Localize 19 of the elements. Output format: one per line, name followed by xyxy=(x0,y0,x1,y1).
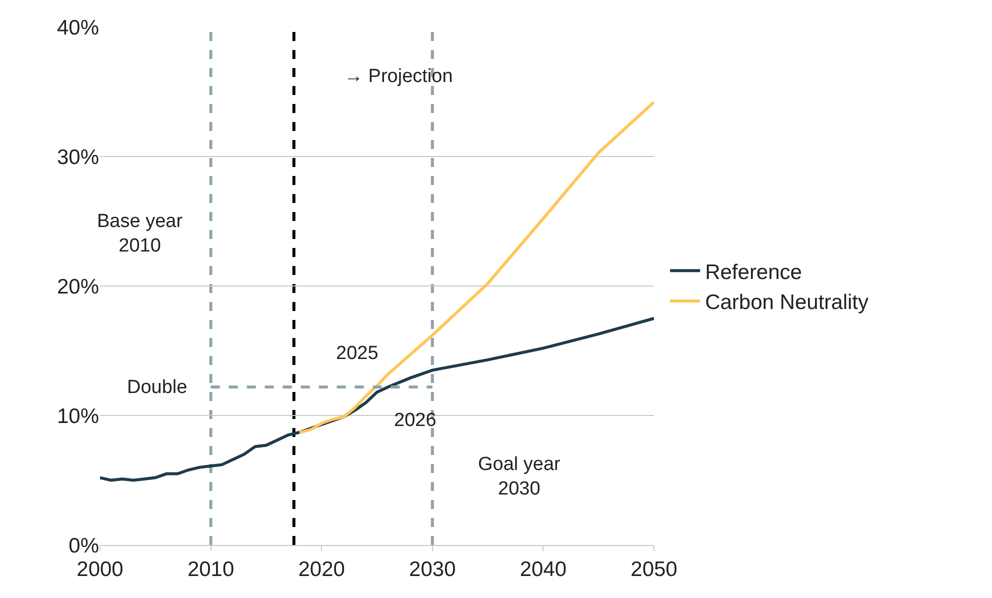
annotation: Base year 2010 xyxy=(97,211,184,257)
annotation: Double xyxy=(127,377,188,398)
annotation: 2026 xyxy=(394,410,436,431)
y-tick-label: 40% xyxy=(56,16,99,40)
x-tick-label: 2020 xyxy=(298,558,345,582)
legend-label: Reference xyxy=(705,260,802,284)
x-tick-label: 2030 xyxy=(409,558,456,582)
x-tick-label: 2010 xyxy=(187,558,234,582)
x-tick-label: 2040 xyxy=(520,558,567,582)
annotation: → Projection xyxy=(344,66,453,87)
annotation: 2025 xyxy=(336,343,378,364)
x-tick-label: 2000 xyxy=(76,558,124,582)
x-tick-label: 2050 xyxy=(630,558,678,582)
y-tick-label: 20% xyxy=(56,275,99,298)
y-tick-label: 0% xyxy=(68,534,99,558)
y-tick-label: 30% xyxy=(56,146,99,169)
y-tick-label: 10% xyxy=(56,404,99,428)
annotation: Goal year 2030 xyxy=(478,454,562,500)
legend-label: Carbon Neutrality xyxy=(705,291,869,314)
